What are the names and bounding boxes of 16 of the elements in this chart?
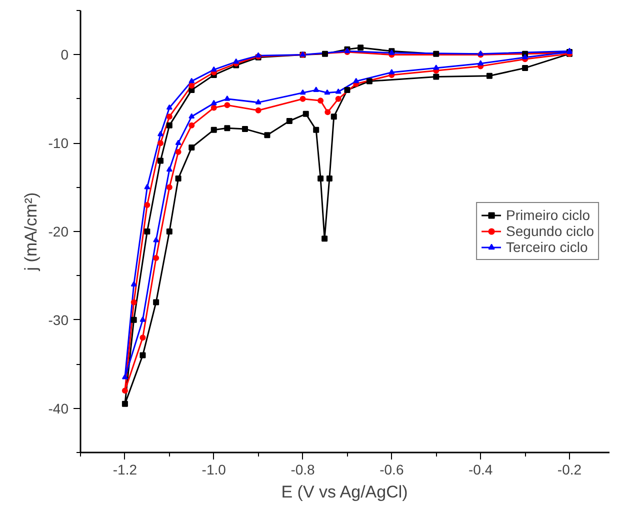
y-tick-label: -30 (48, 312, 69, 328)
y-axis-title: j (mA/cm²) (21, 192, 40, 272)
x-tick-label: -0.8 (290, 462, 316, 478)
x-tick-label: -0.4 (468, 462, 493, 478)
x-tick-label: -1.0 (202, 462, 226, 478)
y-tick-label: -40 (48, 400, 69, 416)
legend-label: Terceiro ciclo (506, 239, 588, 255)
x-tick-label: -0.2 (557, 462, 582, 478)
x-tick-label: -0.6 (380, 462, 404, 478)
y-tick-label: 0 (60, 46, 69, 63)
y-tick-label: -10 (48, 135, 69, 152)
legend-label: Primeiro ciclo (506, 207, 590, 223)
x-axis-title: E (V vs Ag/AgCl) (281, 482, 408, 502)
x-tick-label: -1.2 (112, 462, 138, 478)
y-tick-label: -20 (48, 224, 69, 240)
legend-label: Segundo ciclo (506, 223, 594, 239)
